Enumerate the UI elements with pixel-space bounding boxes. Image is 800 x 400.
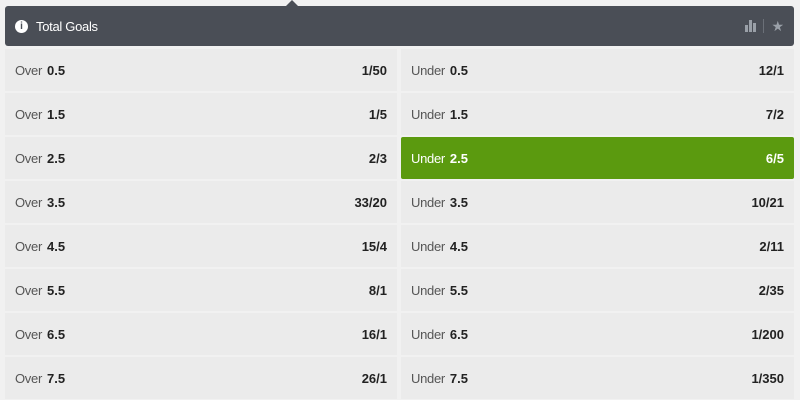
over-selection[interactable]: Over 1.5 1/5 bbox=[5, 93, 397, 135]
market-header[interactable]: i Total Goals ★ bbox=[5, 6, 794, 46]
selection-label: Over bbox=[15, 194, 42, 210]
selection-label: Under bbox=[411, 106, 445, 122]
goal-line: 3.5 bbox=[449, 194, 468, 210]
selection-label: Over bbox=[15, 282, 42, 298]
under-selection[interactable]: Under 6.5 1/200 bbox=[401, 313, 794, 355]
odds-value: 8/1 bbox=[368, 282, 387, 298]
goal-line: 1.5 bbox=[449, 106, 468, 122]
selection-label: Under bbox=[411, 62, 445, 78]
over-selection[interactable]: Over 6.5 16/1 bbox=[5, 313, 397, 355]
odds-value: 12/1 bbox=[758, 62, 784, 78]
odds-value: 6/5 bbox=[765, 150, 784, 166]
under-selection[interactable]: Under 5.5 2/35 bbox=[401, 269, 794, 311]
odds-value: 1/5 bbox=[368, 106, 387, 122]
selection-label: Under bbox=[411, 150, 445, 166]
goal-line: 1.5 bbox=[46, 106, 66, 122]
goal-line: 4.5 bbox=[449, 238, 468, 254]
odds-value: 16/1 bbox=[361, 326, 387, 342]
over-selection[interactable]: Over 0.5 1/50 bbox=[5, 49, 397, 91]
over-selection[interactable]: Over 2.5 2/3 bbox=[5, 137, 397, 179]
star-icon[interactable]: ★ bbox=[771, 17, 784, 34]
odds-value: 7/2 bbox=[765, 106, 784, 122]
info-icon[interactable]: i bbox=[15, 19, 28, 33]
under-selection[interactable]: Under 4.5 2/11 bbox=[401, 225, 794, 267]
goal-line: 3.5 bbox=[46, 194, 66, 210]
goal-line: 7.5 bbox=[46, 370, 66, 386]
odds-value: 1/350 bbox=[751, 370, 784, 386]
under-selection[interactable]: Under 3.5 10/21 bbox=[401, 181, 794, 223]
selection-label: Over bbox=[15, 62, 42, 78]
selection-label: Under bbox=[411, 370, 445, 386]
goal-line: 6.5 bbox=[449, 326, 468, 342]
selection-label: Under bbox=[411, 326, 445, 342]
under-selection[interactable]: Under 7.5 1/350 bbox=[401, 357, 794, 399]
odds-value: 10/21 bbox=[751, 194, 784, 210]
goal-line: 5.5 bbox=[46, 282, 66, 298]
goal-line: 5.5 bbox=[449, 282, 468, 298]
odds-value: 33/20 bbox=[354, 194, 387, 210]
divider bbox=[763, 19, 765, 33]
goal-line: 4.5 bbox=[46, 238, 66, 254]
odds-value: 1/200 bbox=[751, 326, 784, 342]
goal-line: 2.5 bbox=[449, 150, 468, 166]
odds-grid: Over 0.5 1/50 Under 0.5 12/1 Over 1.5 1/5 Under 1.… bbox=[5, 49, 794, 399]
under-selection[interactable]: Under 2.5 6/5 bbox=[401, 137, 794, 179]
selection-label: Under bbox=[411, 238, 445, 254]
under-selection[interactable]: Under 0.5 12/1 bbox=[401, 49, 794, 91]
market-title: Total Goals bbox=[36, 18, 98, 34]
selection-label: Over bbox=[15, 106, 42, 122]
goal-line: 6.5 bbox=[46, 326, 66, 342]
over-selection[interactable]: Over 3.5 33/20 bbox=[5, 181, 397, 223]
over-selection[interactable]: Over 5.5 8/1 bbox=[5, 269, 397, 311]
selection-label: Under bbox=[411, 282, 445, 298]
goal-line: 0.5 bbox=[46, 62, 66, 78]
odds-value: 26/1 bbox=[361, 370, 387, 386]
goal-line: 0.5 bbox=[449, 62, 468, 78]
over-selection[interactable]: Over 7.5 26/1 bbox=[5, 357, 397, 399]
odds-value: 1/50 bbox=[361, 62, 387, 78]
selection-label: Over bbox=[15, 238, 42, 254]
odds-value: 2/35 bbox=[758, 282, 784, 298]
selection-label: Over bbox=[15, 150, 42, 166]
header-pointer bbox=[286, 0, 298, 6]
odds-value: 15/4 bbox=[361, 238, 387, 254]
selection-label: Over bbox=[15, 370, 42, 386]
bar-chart-icon[interactable] bbox=[745, 20, 757, 32]
selection-label: Under bbox=[411, 194, 445, 210]
goal-line: 2.5 bbox=[46, 150, 66, 166]
goal-line: 7.5 bbox=[449, 370, 468, 386]
odds-value: 2/11 bbox=[759, 238, 784, 254]
over-selection[interactable]: Over 4.5 15/4 bbox=[5, 225, 397, 267]
under-selection[interactable]: Under 1.5 7/2 bbox=[401, 93, 794, 135]
odds-value: 2/3 bbox=[368, 150, 387, 166]
selection-label: Over bbox=[15, 326, 42, 342]
